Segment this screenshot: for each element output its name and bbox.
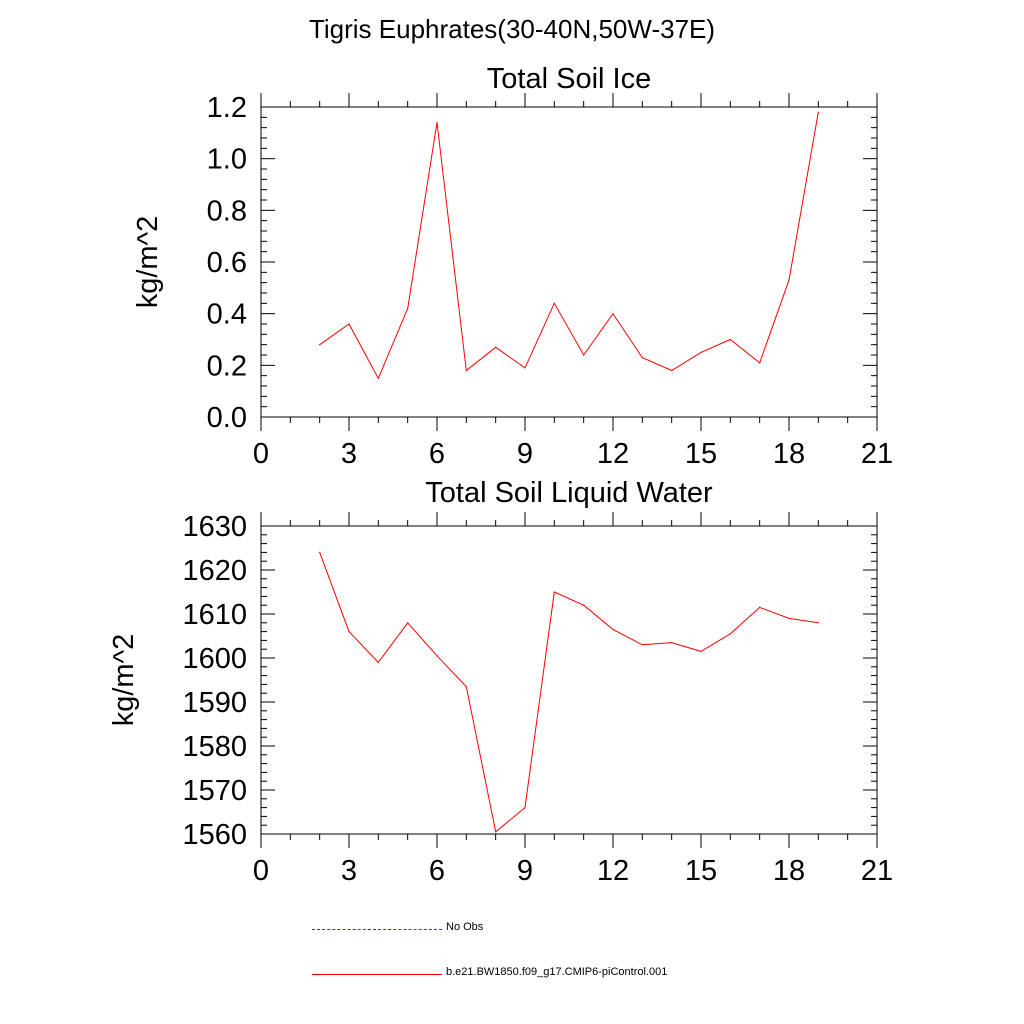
data-point — [377, 661, 379, 664]
x-tick-label: 21 — [861, 855, 893, 887]
y-tick-label: 1.2 — [207, 92, 247, 124]
data-point — [436, 121, 438, 124]
data-point — [348, 631, 350, 633]
y-axis-label: kg/m^2 — [108, 634, 140, 727]
y-tick-label: 1570 — [182, 775, 247, 807]
data-point — [319, 344, 321, 346]
data-point — [465, 686, 467, 688]
data-point — [553, 591, 555, 593]
data-point — [759, 362, 761, 364]
data-point — [612, 628, 614, 631]
y-tick-label: 1590 — [182, 687, 247, 719]
data-point — [700, 351, 702, 354]
data-point — [319, 551, 321, 554]
data-point — [788, 279, 790, 281]
chart-panel-1: Total Soil Ice kg/m^2 0 3 6 9 12 15 18 21 0.0 0.2 0.… — [132, 63, 893, 470]
data-point — [377, 377, 379, 379]
x-tick-label: 3 — [341, 438, 357, 470]
y-tick-label: 0.4 — [207, 299, 247, 331]
y-tick-label: 0.8 — [207, 195, 247, 227]
legend-label: b.e21.BW1850.f09_g17.CMIP6-piControl.001 — [446, 966, 668, 978]
legend-label: No Obs — [446, 921, 484, 933]
y-tick-label: 0.2 — [207, 350, 247, 382]
y-tick-label: 1580 — [182, 731, 247, 763]
x-tick-label: 21 — [861, 438, 893, 470]
x-tick-label: 6 — [429, 855, 445, 887]
x-tick-label: 6 — [429, 438, 445, 470]
chart-panel-2: Total Soil Liquid Water kg/m^2 0 3 6 9 12 15 18 2… — [108, 477, 893, 887]
y-tick-label: 0.6 — [207, 247, 247, 279]
data-point — [407, 622, 409, 624]
data-point — [436, 655, 438, 657]
legend-swatch-solid — [312, 974, 442, 975]
data-point — [524, 367, 526, 369]
y-tick-label: 1.0 — [207, 144, 247, 176]
series-line — [319, 552, 819, 833]
plot-frame — [260, 106, 878, 418]
data-point — [495, 346, 497, 348]
y-tick-label: 1630 — [182, 511, 247, 543]
x-tick-label: 3 — [341, 855, 357, 887]
y-tick-label: 0.0 — [207, 402, 247, 434]
x-tick-label: 18 — [773, 438, 805, 470]
data-point — [817, 622, 819, 624]
data-point — [612, 313, 614, 315]
data-point — [729, 338, 731, 341]
series-line — [319, 112, 819, 380]
x-tick-label: 15 — [685, 855, 717, 887]
chart-title: Total Soil Liquid Water — [425, 477, 713, 509]
y-tick-label: 1620 — [182, 555, 247, 587]
figure-title: Tigris Euphrates(30-40N,50W-37E) — [308, 14, 716, 44]
x-tick-label: 18 — [773, 855, 805, 887]
data-point — [524, 807, 526, 809]
data-point — [348, 323, 350, 325]
data-point — [583, 604, 585, 606]
data-point — [553, 302, 555, 304]
data-point — [729, 633, 731, 635]
y-tick-label: 1560 — [182, 819, 247, 851]
x-tick-label: 0 — [253, 855, 269, 887]
data-point — [817, 111, 819, 113]
y-tick-label: 1610 — [182, 599, 247, 631]
y-tick-label: 1600 — [182, 643, 247, 675]
chart-title: Total Soil Ice — [487, 63, 651, 95]
legend-swatch-dashed — [312, 929, 442, 930]
data-point — [671, 369, 673, 372]
x-tick-label: 0 — [253, 438, 269, 470]
data-point — [495, 831, 497, 833]
x-tick-label: 9 — [517, 855, 533, 887]
data-point — [407, 307, 409, 310]
x-tick-label: 12 — [597, 438, 629, 470]
data-point — [641, 356, 643, 359]
data-point — [465, 369, 467, 372]
data-point — [759, 606, 761, 609]
data-point — [700, 650, 702, 653]
plot-frame — [260, 525, 878, 835]
x-tick-label: 12 — [597, 855, 629, 887]
x-tick-label: 9 — [517, 438, 533, 470]
data-point — [671, 642, 673, 644]
x-tick-label: 15 — [685, 438, 717, 470]
data-point — [788, 617, 790, 620]
y-axis-label: kg/m^2 — [132, 216, 164, 309]
data-point — [641, 644, 643, 646]
data-point — [583, 354, 585, 356]
